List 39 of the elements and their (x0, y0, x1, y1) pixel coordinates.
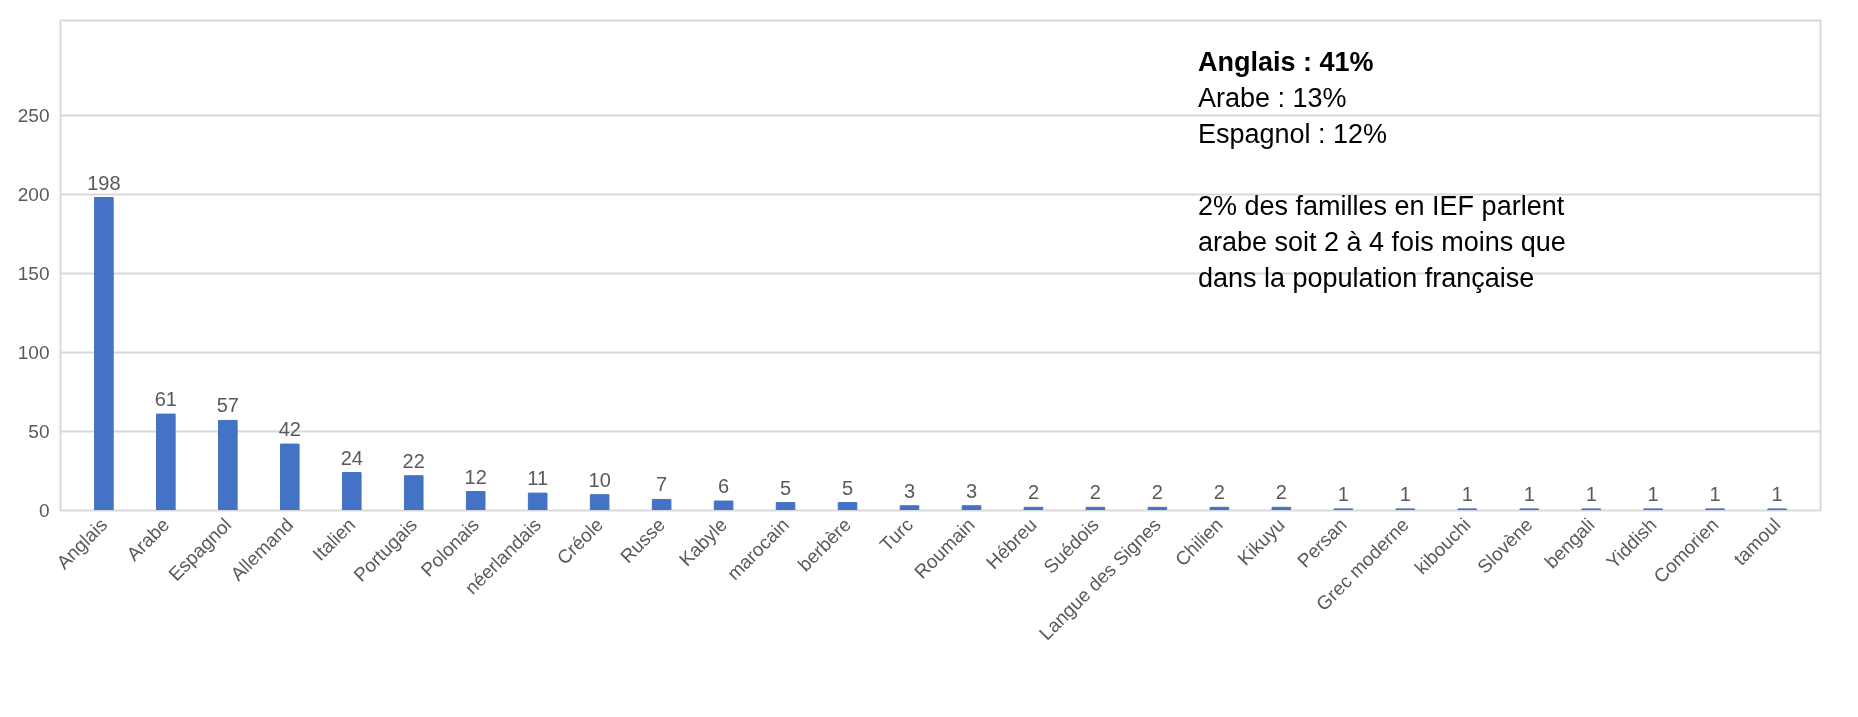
data-label: 10 (588, 468, 611, 491)
data-label: 12 (464, 465, 487, 488)
data-label: 5 (841, 476, 854, 499)
data-label: 1 (1771, 482, 1783, 505)
data-label: 22 (402, 449, 425, 472)
data-label: 5 (780, 476, 792, 499)
y-tick-label: 100 (17, 341, 50, 363)
y-tick-label: 250 (17, 104, 50, 126)
data-label: 3 (965, 479, 978, 502)
y-tick-label: 200 (17, 183, 50, 205)
data-label: 3 (903, 479, 916, 502)
data-label: 24 (340, 446, 363, 469)
data-label: 61 (154, 388, 177, 411)
data-label: 42 (278, 418, 301, 441)
data-label: 2 (1213, 481, 1225, 504)
annotation: Anglais : 41% (1197, 46, 1374, 77)
data-label: 57 (216, 394, 239, 417)
y-tick-label: 50 (28, 420, 50, 442)
annotation: Espagnol : 12% (1197, 118, 1388, 149)
data-label: 2 (1151, 481, 1163, 504)
annotation: 2% des familles en IEF parlent arabe soit 2 à 4 fois moins que dans la population française (1197, 190, 1566, 293)
data-label: 1 (1399, 482, 1411, 505)
annotation: Arabe : 13% (1197, 82, 1347, 113)
data-label: 1 (1461, 482, 1473, 505)
data-label: 1 (1647, 482, 1659, 505)
data-label: 1 (1585, 482, 1597, 505)
data-label: 11 (527, 467, 549, 490)
x-tick-label: Turc (875, 514, 917, 556)
data-label: 6 (718, 475, 730, 498)
data-label: 2 (1275, 481, 1287, 504)
data-label: 2 (1089, 481, 1101, 504)
y-tick-label: 0 (38, 500, 50, 521)
data-label: 7 (656, 473, 668, 496)
data-label: 1 (1523, 482, 1535, 505)
data-label: 198 (87, 171, 121, 194)
y-tick-label: 150 (17, 262, 50, 284)
data-label: 2 (1027, 481, 1040, 504)
data-label: 1 (1337, 482, 1349, 505)
data-label: 1 (1709, 482, 1721, 505)
